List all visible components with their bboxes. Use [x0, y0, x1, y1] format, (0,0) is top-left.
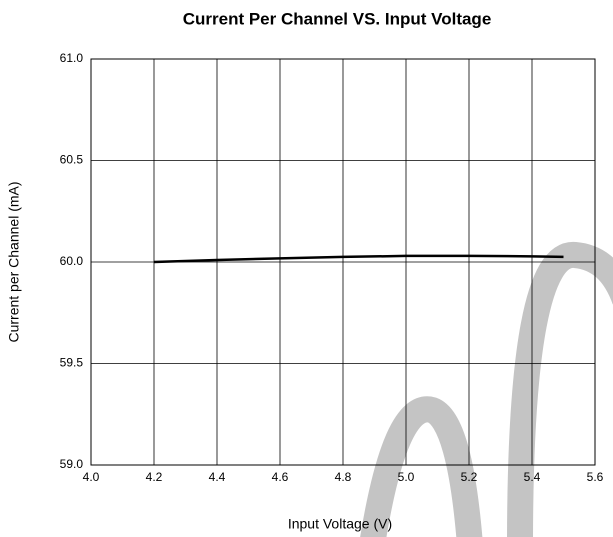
x-tick-label: 4.2	[146, 470, 163, 484]
y-tick-label: 59.5	[60, 356, 84, 370]
x-tick-label: 4.0	[83, 470, 100, 484]
data-line	[153, 254, 564, 264]
x-tick-label: 5.6	[587, 470, 604, 484]
chart-title: Current Per Channel VS. Input Voltage	[183, 9, 492, 28]
x-tick-label: 5.2	[461, 470, 478, 484]
y-tick-label: 61.0	[60, 51, 84, 65]
watermark-arc	[360, 396, 483, 537]
watermark	[360, 242, 613, 537]
y-tick-label: 60.5	[60, 153, 84, 167]
plot-frame	[90, 58, 596, 466]
y-tick-label: 59.0	[60, 457, 84, 471]
x-tick-label: 5.0	[398, 470, 415, 484]
y-tick-label: 60.0	[60, 254, 84, 268]
y-axis-label: Current per Channel (mA)	[6, 181, 22, 342]
x-tick-label: 4.4	[209, 470, 226, 484]
x-tick-label: 5.4	[524, 470, 541, 484]
watermark-arc	[507, 242, 613, 537]
x-tick-label: 4.8	[335, 470, 352, 484]
x-axis-label: Input Voltage (V)	[288, 516, 392, 532]
x-tick-label: 4.6	[272, 470, 289, 484]
